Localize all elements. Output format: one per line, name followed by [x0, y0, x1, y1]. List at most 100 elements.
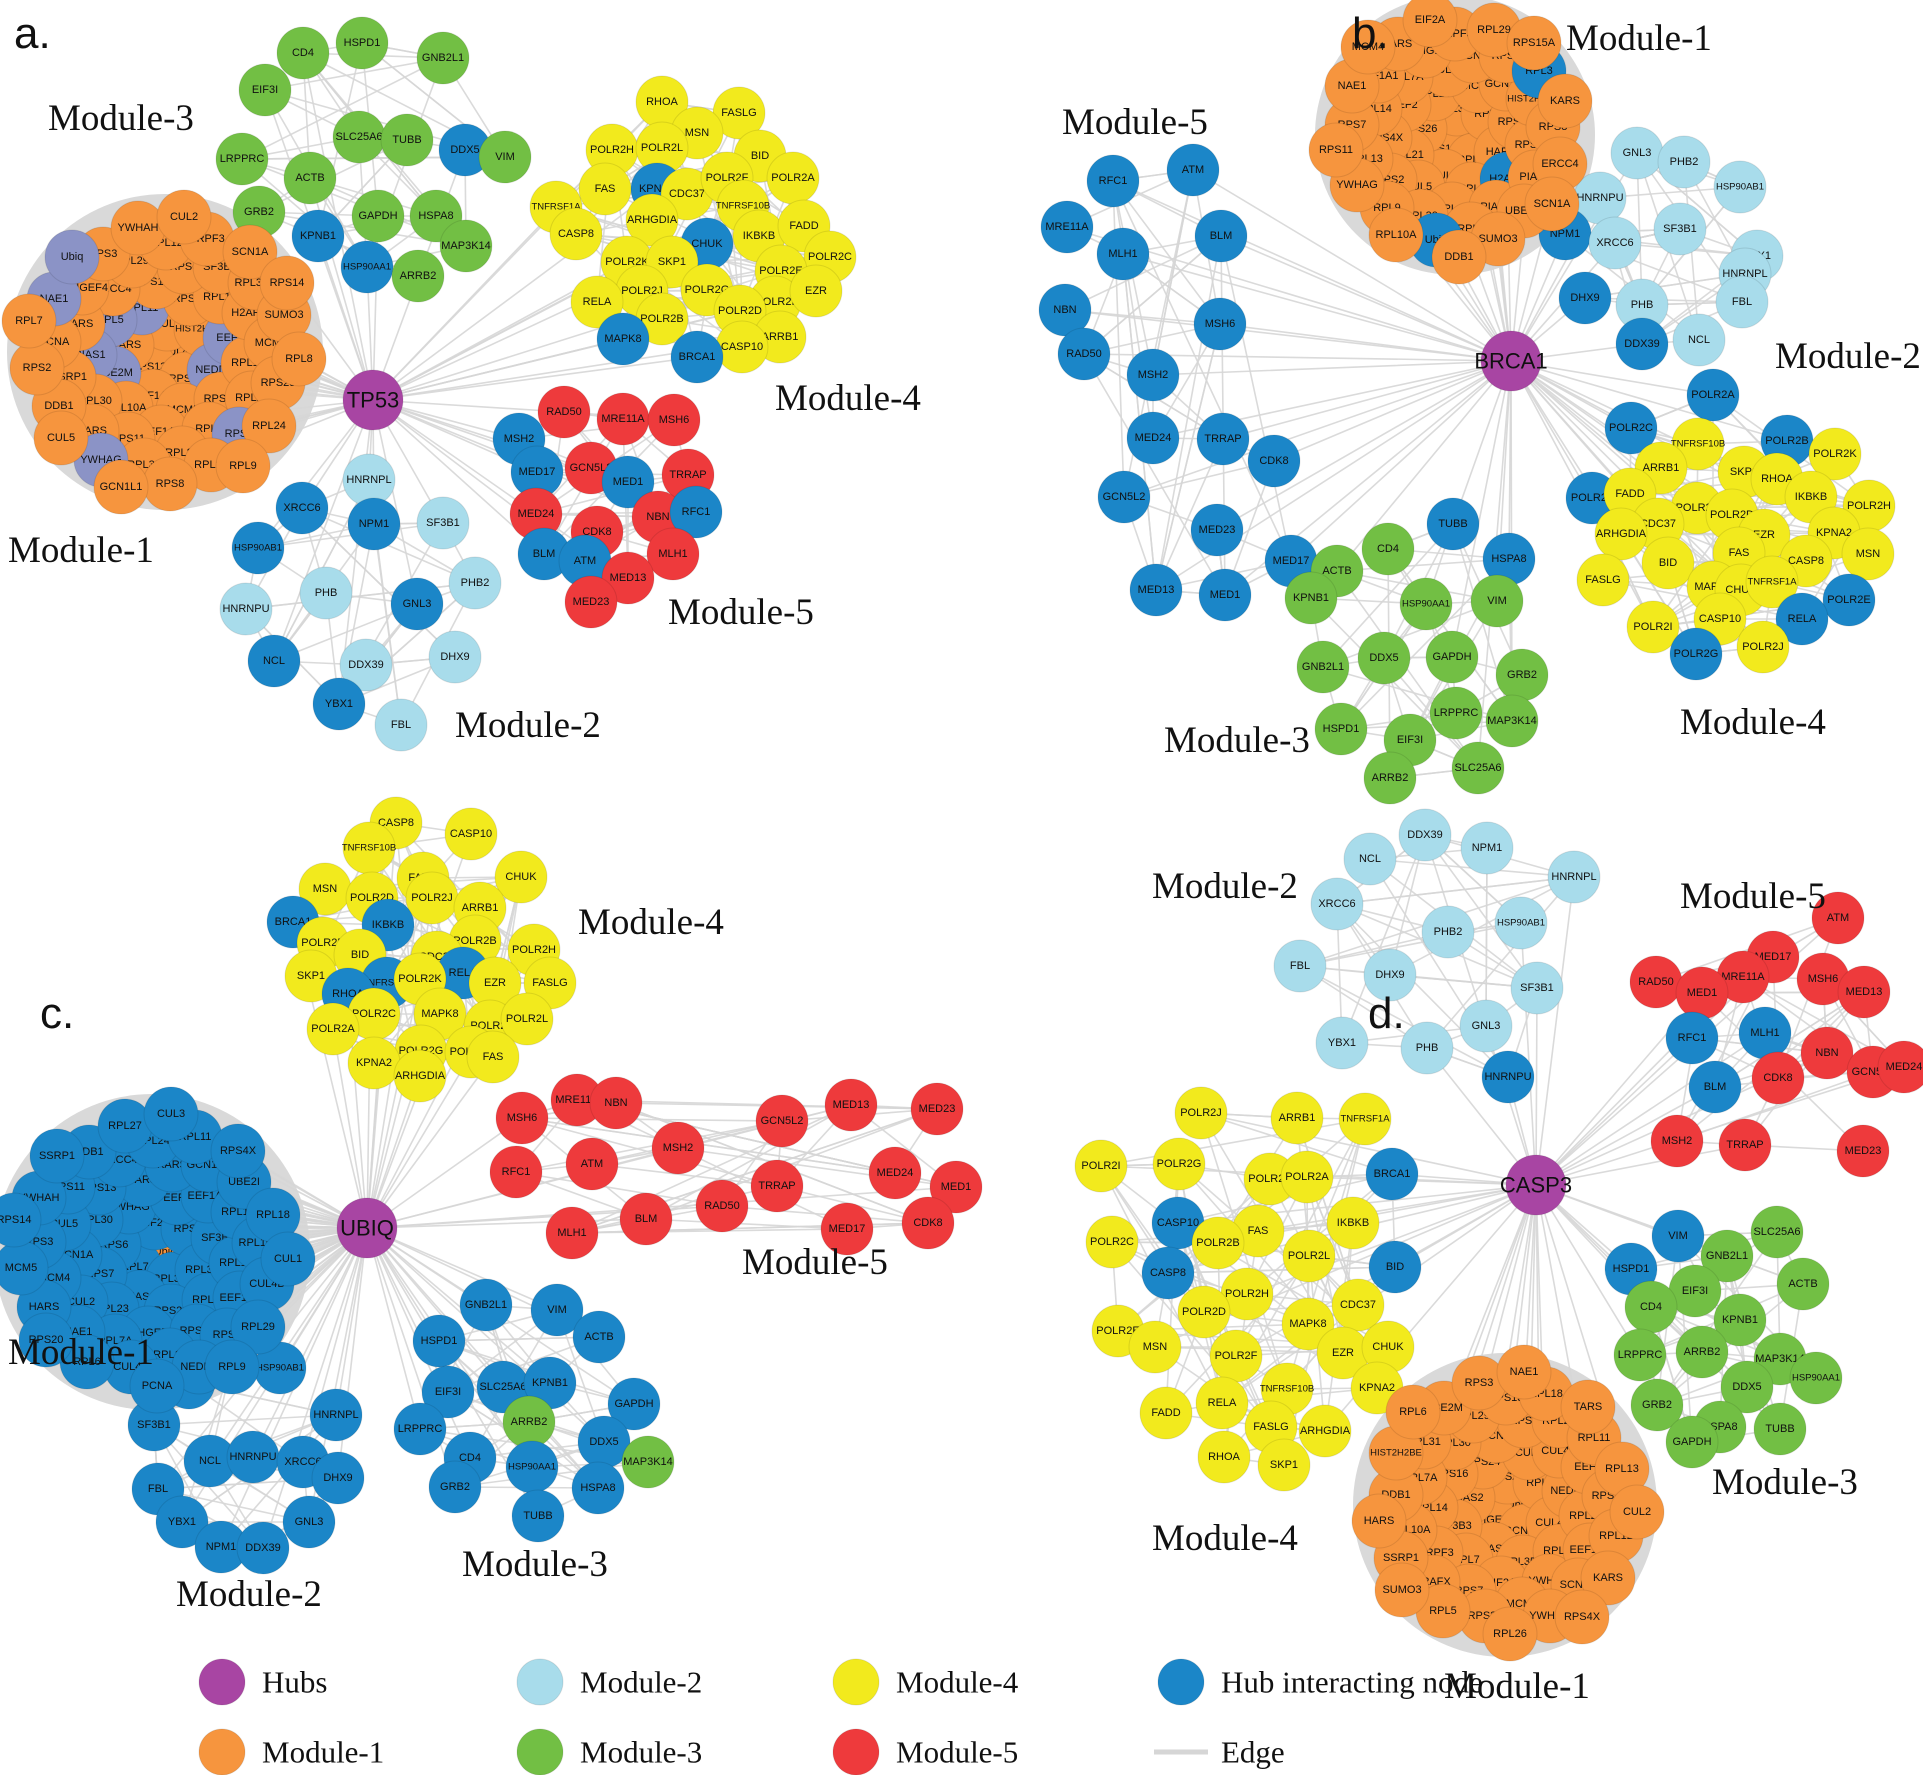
svg-text:POLR2L: POLR2L: [1571, 492, 1613, 504]
svg-text:CD4: CD4: [459, 1452, 481, 1464]
node-POLR2H: POLR2H: [1220, 1267, 1274, 1321]
module-label: Module-4: [775, 378, 921, 419]
svg-text:IKBKB: IKBKB: [372, 919, 404, 931]
svg-text:MSH2: MSH2: [1662, 1135, 1693, 1147]
node-DHX9: DHX9: [428, 630, 482, 684]
node-MED23: MED23: [1836, 1124, 1890, 1178]
svg-text:POLR2A: POLR2A: [1285, 1171, 1329, 1183]
node-TNFRSF10B: TNFRSF10B: [1671, 417, 1725, 471]
panel-a: CD4 HSPD1 GNB2L1 EIF3I SLC25A6 TUBB DDX5 VIM LRP…: [1, 9, 921, 752]
svg-text:TNFRSF10B: TNFRSF10B: [1260, 1384, 1314, 1395]
module-label: Module-2: [1775, 336, 1921, 377]
node-MED24: MED24: [1877, 1040, 1923, 1094]
node-DDX39: DDX39: [339, 638, 393, 692]
svg-text:RAD50: RAD50: [1066, 348, 1101, 360]
svg-text:RPS15A: RPS15A: [1513, 37, 1556, 49]
node-ARRB1: ARRB1: [1270, 1091, 1324, 1145]
node-MSH6: MSH6: [1193, 297, 1247, 351]
svg-text:HNRNPU: HNRNPU: [1576, 192, 1623, 204]
svg-text:ATM: ATM: [1182, 164, 1204, 176]
node-CUL1: CUL1: [260, 1231, 316, 1287]
node-MAPK8: MAPK8: [1281, 1297, 1335, 1351]
svg-text:MED23: MED23: [1199, 524, 1236, 536]
svg-text:POLR2I: POLR2I: [1081, 1160, 1120, 1172]
svg-text:CASP8: CASP8: [1150, 1267, 1186, 1279]
node-MED23: MED23: [564, 575, 618, 629]
svg-text:MED24: MED24: [518, 508, 555, 520]
node-HNRNPL: HNRNPL: [342, 453, 396, 507]
node-BLM: BLM: [1194, 209, 1248, 263]
module-label: Module-3: [462, 1544, 608, 1585]
node-GNL3: GNL3: [390, 577, 444, 631]
svg-text:NPM1: NPM1: [206, 1541, 237, 1553]
legend-label: Module-5: [896, 1735, 1018, 1770]
svg-text:POLR2E: POLR2E: [759, 265, 802, 277]
svg-text:MED23: MED23: [573, 596, 610, 608]
svg-text:LRPPRC: LRPPRC: [398, 1423, 443, 1435]
svg-text:LRPPRC: LRPPRC: [1434, 707, 1479, 719]
svg-text:RAD50: RAD50: [1638, 976, 1673, 988]
node-SKP1: SKP1: [1257, 1438, 1311, 1492]
node-FAS: FAS: [578, 162, 632, 216]
svg-text:ATM: ATM: [1827, 912, 1849, 924]
module-label: Module-2: [176, 1574, 322, 1615]
node-LRPPRC: LRPPRC: [215, 132, 269, 186]
svg-text:POLR2G: POLR2G: [685, 284, 730, 296]
svg-text:LRPPRC: LRPPRC: [220, 153, 265, 165]
node-YBX1: YBX1: [155, 1495, 209, 1549]
node-PHB2: PHB2: [1421, 905, 1475, 959]
svg-text:MAPK8: MAPK8: [604, 333, 641, 345]
svg-text:EIF2A: EIF2A: [1415, 14, 1446, 26]
svg-text:UBE2I: UBE2I: [228, 1176, 260, 1188]
svg-text:ATM: ATM: [574, 555, 596, 567]
node-CD4: CD4: [1361, 522, 1415, 576]
svg-text:KPNB1: KPNB1: [532, 1377, 568, 1389]
module-label: Module-2: [455, 705, 601, 746]
svg-text:MED13: MED13: [1846, 986, 1883, 998]
panel-c-nodes: CASP8CASP10TNFRSF10BFADDCHUKMSNPOLR2DPOL…: [0, 796, 983, 1575]
svg-text:ARRB1: ARRB1: [462, 902, 499, 914]
node-SF3B1: SF3B1: [127, 1398, 181, 1452]
svg-text:POLR2B: POLR2B: [1765, 435, 1808, 447]
node-VIM: VIM: [530, 1283, 584, 1337]
svg-text:EIF3I: EIF3I: [252, 84, 278, 96]
svg-text:MSH6: MSH6: [1205, 318, 1236, 330]
node-DDX5: DDX5: [438, 123, 492, 177]
svg-text:SKP1: SKP1: [658, 256, 686, 268]
svg-text:PHB2: PHB2: [461, 577, 490, 589]
svg-text:POLR2J: POLR2J: [1742, 641, 1784, 653]
node-GRB2: GRB2: [232, 185, 286, 239]
svg-text:MSN: MSN: [1143, 1341, 1168, 1353]
node-KPNB1: KPNB1: [1713, 1293, 1767, 1347]
hub-node-UBIQ: UBIQ: [336, 1197, 398, 1259]
node-EIF3I: EIF3I: [1668, 1264, 1722, 1318]
svg-text:GCN5L2: GCN5L2: [761, 1115, 804, 1127]
node-HNRNPU: HNRNPU: [1573, 171, 1627, 225]
svg-text:GNB2L1: GNB2L1: [1302, 661, 1344, 673]
svg-text:MLH1: MLH1: [658, 548, 687, 560]
node-ARHGDIA: ARHGDIA: [1298, 1404, 1352, 1458]
svg-text:TUBB: TUBB: [392, 134, 421, 146]
node-GRB2: GRB2: [1495, 648, 1549, 702]
svg-text:SF3B1: SF3B1: [137, 1419, 171, 1431]
svg-text:EZR: EZR: [805, 285, 827, 297]
panel-letter-d: d.: [1368, 989, 1405, 1038]
svg-text:MAP3K14: MAP3K14: [623, 1456, 673, 1468]
svg-text:RPS8: RPS8: [156, 478, 185, 490]
svg-text:ARRB1: ARRB1: [1643, 462, 1680, 474]
svg-text:MRE11A: MRE11A: [1045, 221, 1089, 233]
node-HNRNPU: HNRNPU: [226, 1430, 280, 1484]
node-KPNB1: KPNB1: [523, 1356, 577, 1410]
svg-text:DDX39: DDX39: [245, 1542, 280, 1554]
svg-text:CASP10: CASP10: [1157, 1217, 1199, 1229]
svg-text:HNRNPU: HNRNPU: [1484, 1071, 1531, 1083]
node-EZR: EZR: [468, 956, 522, 1010]
svg-text:MED17: MED17: [1273, 555, 1310, 567]
node-RELA: RELA: [1775, 592, 1829, 646]
node-POLR2J: POLR2J: [1174, 1086, 1228, 1140]
svg-text:MSN: MSN: [313, 883, 338, 895]
svg-text:FADD: FADD: [1615, 488, 1644, 500]
node-PHB: PHB: [299, 566, 353, 620]
